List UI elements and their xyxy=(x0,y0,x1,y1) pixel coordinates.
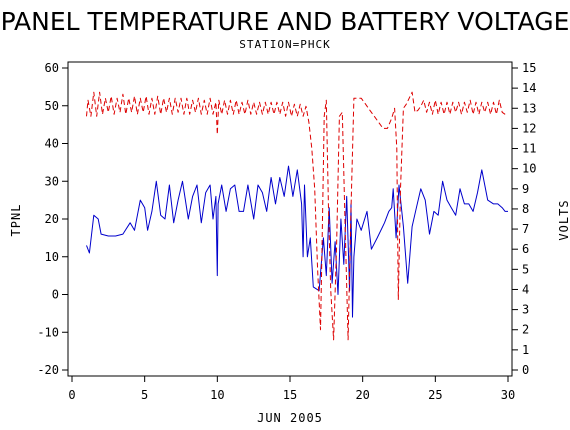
left-y-tick-label: 30 xyxy=(45,174,59,188)
right-y-tick-label: 13 xyxy=(522,101,536,115)
chart-subtitle: STATION=PHCK xyxy=(239,38,330,51)
left-y-axis-label: TPNL xyxy=(9,204,23,237)
right-y-tick-label: 14 xyxy=(522,81,536,95)
right-y-tick-label: 1 xyxy=(522,343,529,357)
right-y-tick-label: 12 xyxy=(522,121,536,135)
chart-title: PANEL TEMPERATURE AND BATTERY VOLTAGE xyxy=(1,7,570,36)
x-tick-label: 5 xyxy=(141,388,148,402)
left-y-axis: -20 -10 0 10 20 30 40 50 60 xyxy=(37,61,68,377)
right-y-tick-label: 7 xyxy=(522,222,529,236)
right-y-tick-label: 9 xyxy=(522,182,529,196)
left-y-tick-label: 0 xyxy=(52,288,59,302)
right-y-tick-label: 8 xyxy=(522,202,529,216)
left-y-tick-label: 10 xyxy=(45,250,59,264)
panel-temperature-line xyxy=(86,165,508,318)
right-y-tick-label: 10 xyxy=(522,162,536,176)
left-y-tick-label: 50 xyxy=(45,99,59,113)
right-y-tick-label: 3 xyxy=(522,303,529,317)
right-y-tick-label: 2 xyxy=(522,323,529,337)
left-y-tick-label: 40 xyxy=(45,137,59,151)
x-axis: 0 5 10 15 20 25 30 xyxy=(68,376,515,402)
right-y-tick-label: 15 xyxy=(522,61,536,75)
right-y-axis-label: VOLTS xyxy=(557,199,570,240)
right-y-tick-label: 11 xyxy=(522,142,536,156)
x-tick-label: 30 xyxy=(501,388,515,402)
right-y-tick-label: 5 xyxy=(522,262,529,276)
left-y-tick-label: 20 xyxy=(45,212,59,226)
x-tick-label: 10 xyxy=(210,388,224,402)
right-y-tick-label: 0 xyxy=(522,363,529,377)
right-y-tick-label: 4 xyxy=(522,282,529,296)
left-y-tick-label: -10 xyxy=(37,325,59,339)
series-layer xyxy=(86,91,508,341)
right-y-tick-label: 6 xyxy=(522,242,529,256)
x-tick-label: 0 xyxy=(68,388,75,402)
x-tick-label: 25 xyxy=(428,388,442,402)
x-tick-label: 15 xyxy=(283,388,297,402)
x-axis-label: JUN 2005 xyxy=(257,411,323,425)
left-y-tick-label: -20 xyxy=(37,363,59,377)
x-tick-label: 20 xyxy=(355,388,369,402)
battery-voltage-line xyxy=(86,91,508,341)
left-y-tick-label: 60 xyxy=(45,61,59,75)
